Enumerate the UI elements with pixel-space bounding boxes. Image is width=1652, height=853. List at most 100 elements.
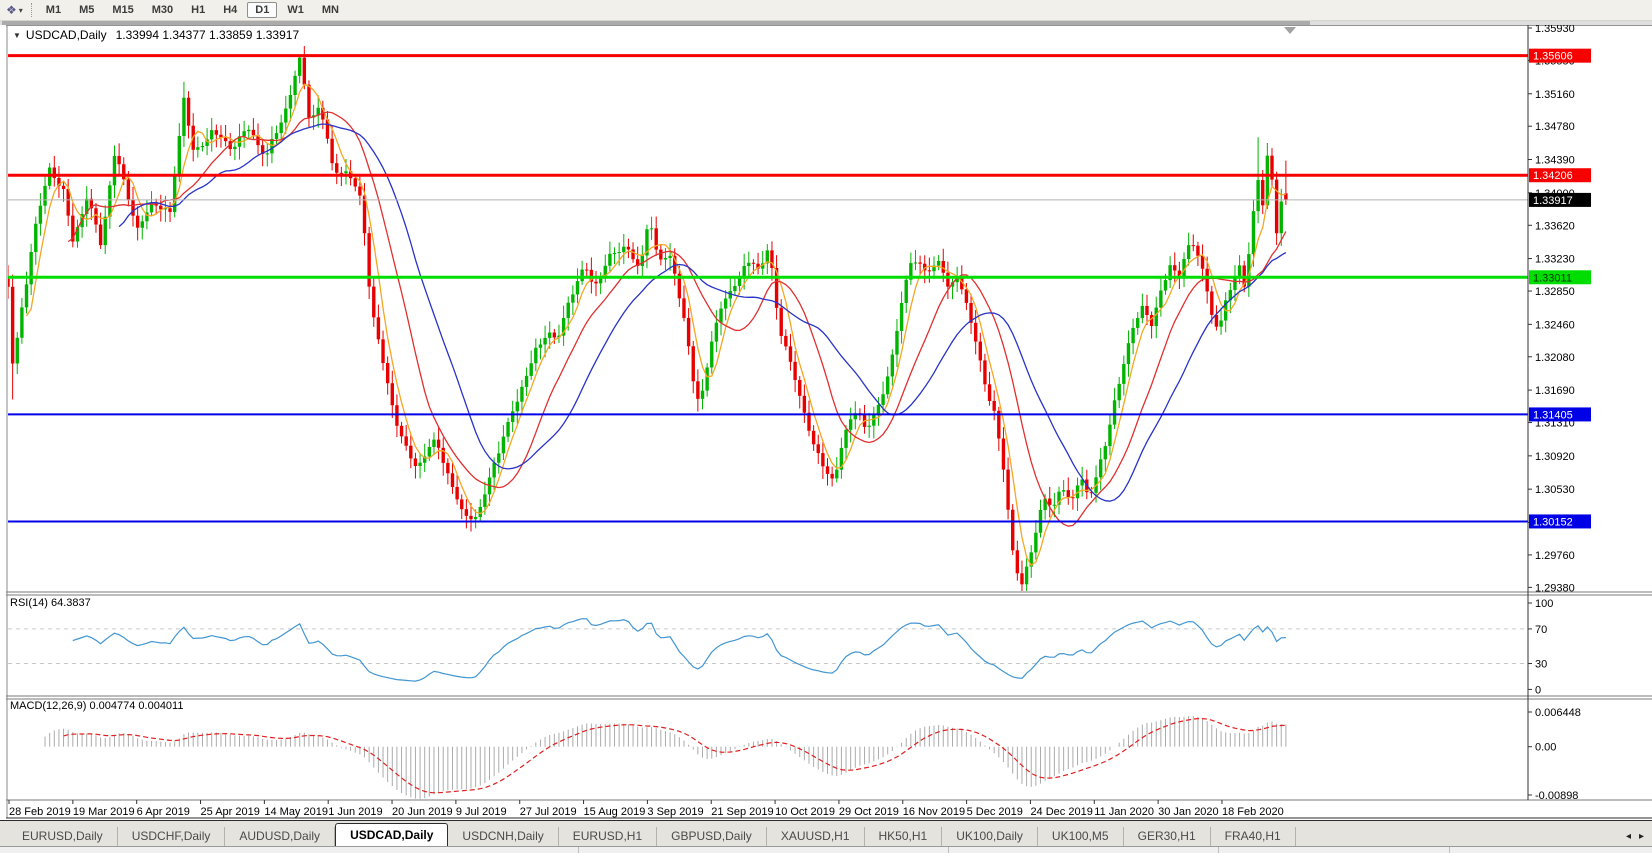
status-separator [1449, 847, 1450, 853]
svg-text:30 Jan 2020: 30 Jan 2020 [1158, 806, 1219, 818]
chevron-down-icon: ▾ [18, 5, 23, 15]
svg-text:1.30530: 1.30530 [1535, 484, 1575, 496]
main-chart-plot[interactable] [6, 46, 1288, 597]
svg-text:1.29760: 1.29760 [1535, 550, 1575, 562]
svg-text:1.32460: 1.32460 [1535, 319, 1575, 331]
status-separator [948, 847, 949, 853]
svg-text:1.32850: 1.32850 [1535, 286, 1575, 298]
chart-shift-marker-icon[interactable] [1284, 27, 1296, 34]
tab-usdchf-daily[interactable]: USDCHF,Daily [118, 827, 226, 846]
timeframe-w1[interactable]: W1 [287, 4, 304, 16]
timeframe-m1[interactable]: M1 [45, 4, 62, 16]
svg-text:1.33917: 1.33917 [1533, 195, 1573, 207]
level-price-label: 1.35606 [1529, 48, 1591, 63]
svg-text:21 Sep 2019: 21 Sep 2019 [711, 806, 773, 818]
collapse-icon[interactable]: ▼ [13, 31, 21, 40]
chart-title: ▼ USDCAD,Daily 1.33994 1.34377 1.33859 1.3… [13, 28, 299, 42]
svg-text:30: 30 [1535, 658, 1547, 670]
tab-scroll-right-icon[interactable]: ▸ [1638, 831, 1644, 842]
ma-mid-line [67, 111, 1287, 527]
svg-text:0: 0 [1535, 684, 1541, 696]
toolbar-grip [30, 3, 32, 17]
tab-usdcad-daily[interactable]: USDCAD,Daily [335, 823, 449, 847]
date-axis[interactable]: 28 Feb 2019 19 Mar 2019 6 Apr 2019 25 Apr 2… [8, 800, 1284, 818]
timeframe-buttons: M1 M5 M15 M30 H1 H4 D1 W1 MN [37, 2, 348, 18]
svg-text:24 Dec 2019: 24 Dec 2019 [1030, 806, 1092, 818]
svg-text:14 May 2019: 14 May 2019 [264, 806, 328, 818]
status-separator [1218, 847, 1219, 853]
svg-text:100: 100 [1535, 598, 1553, 610]
timeframe-d1[interactable]: D1 [247, 2, 278, 18]
charts-icon: ❖ [6, 3, 17, 17]
macd-axis: 0.006448 0.00 -0.00898 [1528, 707, 1581, 802]
svg-text:5 Dec 2019: 5 Dec 2019 [967, 806, 1023, 818]
svg-text:25 Apr 2019: 25 Apr 2019 [201, 806, 260, 818]
tab-uk100-m5[interactable]: UK100,M5 [1038, 827, 1124, 846]
tab-ger30-h1[interactable]: GER30,H1 [1124, 827, 1211, 846]
macd-indicator-label: MACD(12,26,9) 0.004774 0.004011 [10, 700, 184, 712]
timeframe-h4[interactable]: H4 [223, 4, 238, 16]
current-price-label: 1.33917 [1529, 192, 1591, 207]
tab-gbpusd-daily[interactable]: GBPUSD,Daily [657, 827, 767, 846]
svg-text:10 Oct 2019: 10 Oct 2019 [775, 806, 835, 818]
svg-text:1.29380: 1.29380 [1535, 582, 1575, 594]
level-price-label: 1.33011 [1529, 270, 1591, 285]
charts-menu-button[interactable]: ❖ ▾ [0, 3, 29, 17]
level-price-label: 1.31405 [1529, 407, 1591, 422]
svg-text:0.006448: 0.006448 [1535, 707, 1581, 719]
svg-text:1.34390: 1.34390 [1535, 155, 1575, 167]
svg-text:16 Nov 2019: 16 Nov 2019 [903, 806, 965, 818]
scrollbar-thumb[interactable] [2, 20, 1310, 25]
timeframe-toolbar: ❖ ▾ M1 M5 M15 M30 H1 H4 D1 W1 MN [0, 0, 1652, 21]
status-bar [0, 846, 1652, 853]
ma-fast-line [25, 83, 1287, 567]
svg-text:1.30920: 1.30920 [1535, 451, 1575, 463]
svg-text:15 Aug 2019: 15 Aug 2019 [584, 806, 646, 818]
level-price-label: 1.30152 [1529, 514, 1591, 529]
status-separator [578, 847, 579, 853]
tab-fra40-h1[interactable]: FRA40,H1 [1211, 827, 1296, 846]
chart-h-scrollbar[interactable] [0, 20, 1652, 25]
svg-text:1.35930: 1.35930 [1535, 23, 1575, 35]
svg-text:1 Jun 2019: 1 Jun 2019 [328, 806, 382, 818]
chart-ohlc-values: 1.33994 1.34377 1.33859 1.33917 [115, 28, 300, 42]
timeframe-m5[interactable]: M5 [79, 4, 95, 16]
macd-panel-plot[interactable] [44, 716, 1287, 799]
rsi-axis: 100 70 30 0 [1528, 598, 1553, 696]
tab-uk100-daily[interactable]: UK100,Daily [942, 827, 1038, 846]
tab-usdcnh-daily[interactable]: USDCNH,Daily [448, 827, 559, 846]
timeframe-m30[interactable]: M30 [151, 4, 174, 16]
rsi-panel-plot[interactable] [8, 618, 1528, 682]
svg-text:1.33011: 1.33011 [1533, 272, 1572, 284]
tab-eurusd-h1[interactable]: EURUSD,H1 [559, 827, 658, 846]
svg-text:3 Sep 2019: 3 Sep 2019 [647, 806, 703, 818]
svg-text:9 Jul 2019: 9 Jul 2019 [456, 806, 507, 818]
chart-tabbar: EURUSD,Daily USDCHF,Daily AUDUSD,Daily USDC… [0, 820, 1652, 847]
svg-text:0.00: 0.00 [1535, 742, 1556, 754]
tab-audusd-daily[interactable]: AUDUSD,Daily [225, 827, 336, 846]
svg-text:19 Mar 2019: 19 Mar 2019 [73, 806, 135, 818]
tab-eurusd-daily[interactable]: EURUSD,Daily [8, 827, 118, 846]
tab-xauusd-h1[interactable]: XAUUSD,H1 [767, 827, 865, 846]
timeframe-m15[interactable]: M15 [112, 4, 134, 16]
svg-text:1.31405: 1.31405 [1533, 409, 1573, 421]
rsi-line [72, 618, 1286, 682]
svg-text:28 Feb 2019: 28 Feb 2019 [9, 806, 71, 818]
price-axis[interactable]: 1.359301.355501.351601.347801.343901.340… [1528, 23, 1591, 594]
svg-text:1.34780: 1.34780 [1535, 121, 1575, 133]
svg-text:-0.00898: -0.00898 [1535, 790, 1578, 802]
svg-text:1.34206: 1.34206 [1533, 170, 1573, 182]
svg-text:1.33620: 1.33620 [1535, 220, 1575, 232]
svg-text:1.33230: 1.33230 [1535, 254, 1575, 266]
tab-hk50-h1[interactable]: HK50,H1 [865, 827, 943, 846]
svg-text:1.32080: 1.32080 [1535, 352, 1575, 364]
rsi-indicator-label: RSI(14) 64.3837 [10, 597, 91, 609]
timeframe-h1[interactable]: H1 [191, 4, 206, 16]
timeframe-mn[interactable]: MN [321, 4, 339, 16]
level-price-label: 1.34206 [1529, 168, 1591, 183]
chart-symbol-label: USDCAD,Daily [25, 28, 107, 42]
tab-scroll-left-icon[interactable]: ◂ [1625, 831, 1631, 842]
svg-text:1.31690: 1.31690 [1535, 385, 1575, 397]
svg-text:20 Jun 2019: 20 Jun 2019 [392, 806, 453, 818]
